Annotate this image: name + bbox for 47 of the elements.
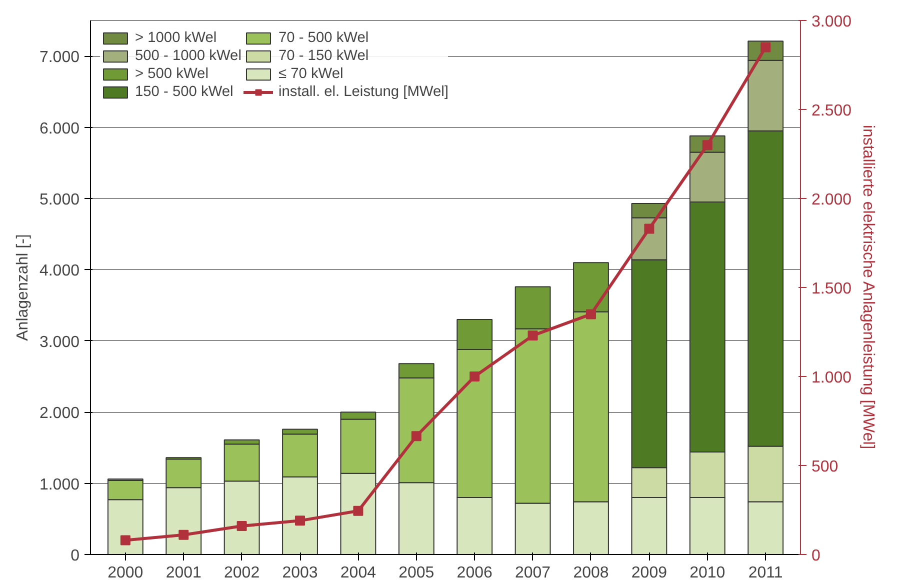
legend-label: 150 - 500 kWel bbox=[135, 84, 234, 100]
point bbox=[470, 372, 480, 382]
y-axis-title: Anlagenzahl [-] bbox=[14, 234, 32, 341]
y-tick-label: 2.000 bbox=[39, 405, 80, 422]
point bbox=[411, 431, 422, 442]
point bbox=[528, 330, 538, 341]
x-tick-label: 2005 bbox=[398, 564, 434, 582]
x-tick-label: 2008 bbox=[573, 564, 609, 582]
y2-tick-label: 3.000 bbox=[812, 14, 852, 30]
x-tick-label: 2004 bbox=[340, 564, 376, 582]
x-tick-label: 2007 bbox=[515, 564, 551, 582]
y-tick-label: 1.000 bbox=[39, 476, 80, 494]
y2-axis-title: installierte elektrische Anlagenleistung [MWel] bbox=[860, 124, 877, 450]
x-tick-label: 2002 bbox=[224, 564, 260, 582]
legend-label: 70 - 150 kWel bbox=[278, 48, 369, 64]
y-tick-label: 6.000 bbox=[39, 120, 80, 138]
y2-tick-label: 500 bbox=[812, 458, 838, 476]
point bbox=[586, 309, 596, 320]
legend-label: install. el. Leistung [MWel] bbox=[278, 84, 448, 100]
legend-label: > 1000 kWel bbox=[135, 30, 217, 46]
x-tick-label: 2010 bbox=[690, 564, 726, 582]
point bbox=[644, 224, 654, 234]
y2-tick-label: 2.500 bbox=[812, 102, 852, 120]
y2-tick-label: 2.000 bbox=[812, 192, 852, 208]
point bbox=[120, 535, 130, 546]
y2-tick-label: 1.500 bbox=[812, 280, 852, 298]
y-tick-label: 0 bbox=[70, 548, 80, 564]
x-tick-label: 2000 bbox=[108, 564, 144, 582]
y2-tick-label: 0 bbox=[812, 548, 820, 564]
point bbox=[295, 516, 306, 526]
point bbox=[236, 521, 247, 532]
point bbox=[178, 530, 189, 540]
x-tick-label: 2003 bbox=[282, 564, 318, 582]
x-tick-label: 2009 bbox=[631, 564, 668, 582]
y-tick-label: 7.000 bbox=[39, 49, 80, 66]
y-tick-label: 3.000 bbox=[39, 334, 80, 351]
x-tick-label: 2006 bbox=[456, 564, 492, 582]
legend-label: 500 - 1000 kWel bbox=[135, 48, 242, 64]
x-tick-label: 2011 bbox=[748, 564, 783, 582]
legend-label: > 500 kWel bbox=[135, 66, 208, 82]
legend-label: ≤ 70 kWel bbox=[278, 66, 344, 82]
x-tick-label: 2001 bbox=[166, 564, 202, 582]
y2-tick-label: 1.000 bbox=[812, 370, 852, 386]
y-tick-label: 5.000 bbox=[39, 192, 80, 208]
point bbox=[353, 506, 364, 516]
legend-label: 70 - 500 kWel bbox=[278, 30, 369, 46]
y-tick-label: 4.000 bbox=[39, 262, 80, 280]
